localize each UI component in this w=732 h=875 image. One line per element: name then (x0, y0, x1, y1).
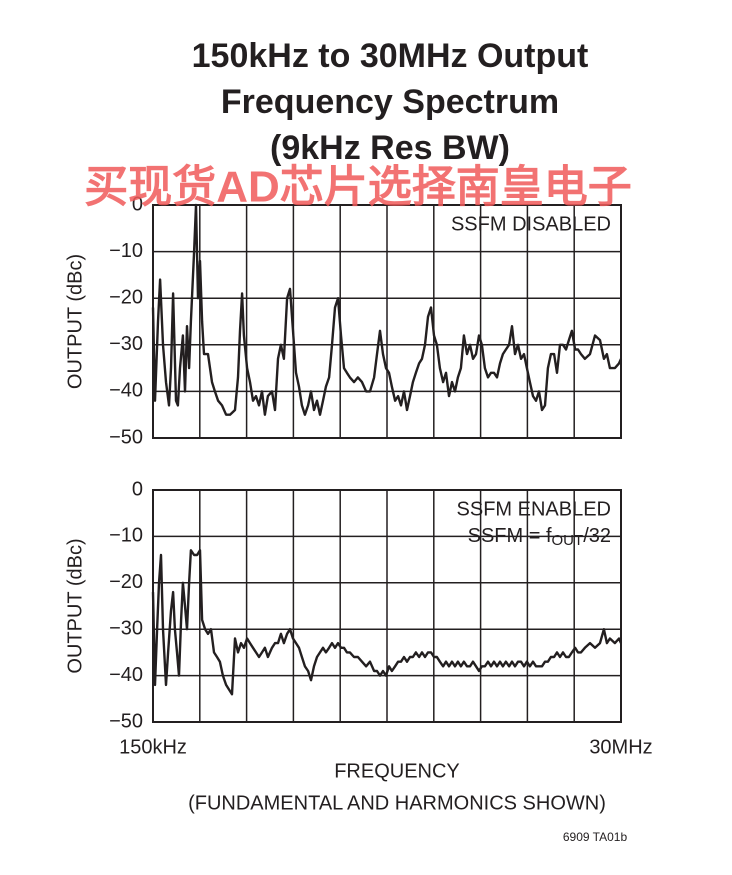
title-line: Frequency Spectrum (221, 83, 559, 121)
annotation-part: SSFM = f (468, 525, 552, 547)
spectrum-line (151, 549, 623, 696)
y-tick-label: 0 (132, 478, 143, 500)
title-line: (9kHz Res BW) (270, 129, 510, 167)
y-tick-label: −50 (109, 710, 143, 732)
title-line: 150kHz to 30MHz Output (192, 37, 589, 75)
y-tick-label: −10 (109, 525, 143, 547)
x-axis-label: FREQUENCY (334, 760, 460, 782)
annotation: SSFM = fOUT/32 (468, 525, 611, 549)
y-tick-label: −40 (109, 664, 143, 686)
y-tick-label: 0 (132, 193, 143, 215)
y-tick-label: −30 (109, 333, 143, 355)
annotation-part: /32 (583, 525, 611, 547)
y-axis-label: OUTPUT (dBc) (64, 254, 86, 389)
footer: 6909 TA01b (563, 830, 628, 844)
y-tick-label: −20 (109, 286, 143, 308)
x-axis-note: (FUNDAMENTAL AND HARMONICS SHOWN) (188, 792, 606, 814)
y-tick-label: −50 (109, 426, 143, 448)
annotation-part: OUT (552, 532, 584, 549)
x-tick-label: 30MHz (589, 736, 652, 758)
y-tick-label: −40 (109, 380, 143, 402)
spectrum-line (151, 203, 623, 416)
watermark: 买现货AD芯片选择南皇电子 (84, 163, 632, 212)
y-axis-label: OUTPUT (dBc) (64, 538, 86, 673)
y-tick-label: −30 (109, 617, 143, 639)
annotation: SSFM ENABLED (457, 498, 611, 520)
x-tick-label: 150kHz (119, 736, 187, 758)
annotation: SSFM DISABLED (451, 213, 611, 235)
y-tick-label: −10 (109, 240, 143, 262)
y-tick-label: −20 (109, 571, 143, 593)
